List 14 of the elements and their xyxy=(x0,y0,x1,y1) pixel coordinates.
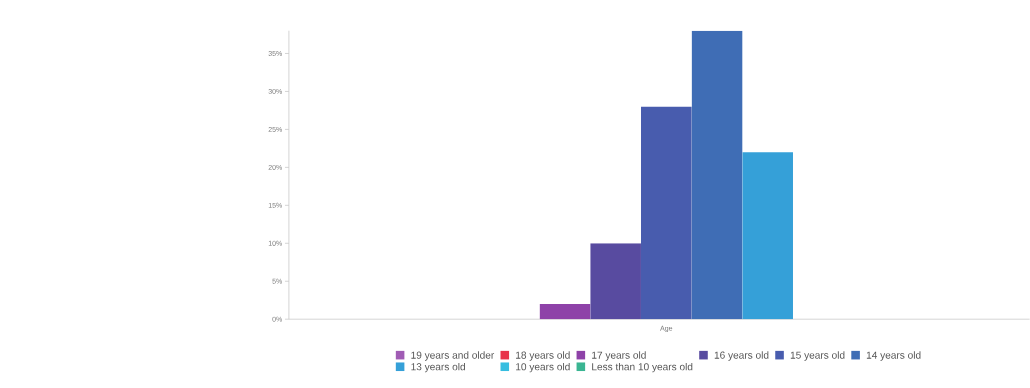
bar xyxy=(539,303,591,320)
legend-label: Less than 10 years old xyxy=(592,362,693,373)
legend-label: 16 years old xyxy=(714,351,769,361)
legend-label: 10 years old xyxy=(516,362,570,373)
bar xyxy=(691,30,743,320)
bar xyxy=(590,243,641,320)
legend-label: 15 years old xyxy=(790,351,845,361)
legend-label: 19 years and older xyxy=(411,351,495,361)
legend-label: 14 years old xyxy=(866,351,921,361)
legend-label: 17 years old xyxy=(592,351,646,361)
bar xyxy=(742,152,793,320)
bar xyxy=(640,106,692,320)
legend-label: 18 years old xyxy=(516,351,570,361)
legend-label: 13 years old xyxy=(411,362,465,373)
